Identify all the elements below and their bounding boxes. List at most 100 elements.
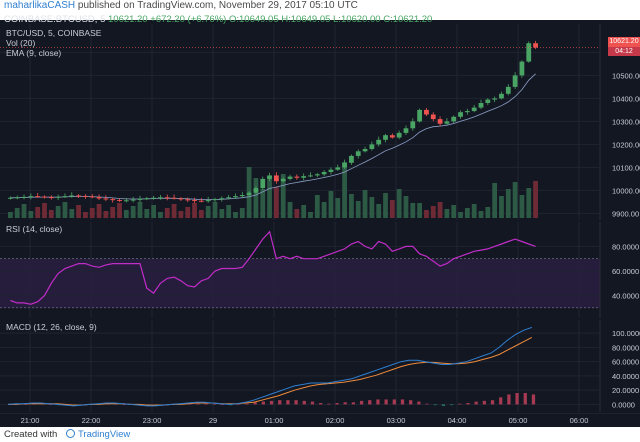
candle-body [103,198,109,200]
macd-panel[interactable]: MACD (12, 26, close, 9) 100.0000 80.0000 6… [0,320,640,412]
rsi-panel[interactable]: RSI (14, close) 80.0000 60.0000 40.0000 [0,222,640,318]
macd-histogram-bar [269,400,274,405]
time-tick-label: 21:00 [21,416,40,425]
author-link[interactable]: maharlikaCASH [4,0,76,11]
volume-bar [96,204,102,218]
candle-body [171,197,177,199]
volume-bar [171,204,177,218]
candle-body [260,178,266,189]
footer-bar: Created with TradingView [0,427,640,442]
volume-bar [519,195,525,218]
volume-bar [239,208,245,218]
macd-histogram-bar [237,404,241,405]
macd-histogram-bar [335,403,339,405]
macd-histogram-bar [409,400,413,405]
volume-bar [471,204,477,218]
price-tick-label: 9900.00 [612,209,639,218]
legend-ema[interactable]: EMA (9, close) [6,48,62,58]
candle-body [464,111,470,113]
volume-bar [355,201,361,218]
macd-legend[interactable]: MACD (12, 26, close, 9) [6,322,97,332]
volume-bar [369,197,375,218]
time-tick-label: 02:00 [326,416,345,425]
candle-body [226,197,232,199]
volume-bar [192,203,197,218]
macd-histogram-bar [425,403,429,405]
candle-body [48,197,54,199]
macd-histogram-bar [433,404,437,406]
volume-bar [130,206,136,218]
volume-bar [21,204,27,218]
price-chart[interactable]: 10600.0010500.0010400.0010300.0010200.00… [0,24,640,220]
candle-body [403,128,409,133]
candle-body [458,112,463,117]
macd-tick-label: 100.0000 [612,329,640,338]
symbol-headline: COINBASE:BTCUSD, 5 10621.20 +672.20 (+6.… [4,14,432,25]
rsi-band [0,258,600,308]
candle-body [164,197,170,199]
volume-bar [328,191,334,218]
volume-bar [492,183,498,218]
volume-bar [403,196,409,218]
volume-bar [396,189,402,218]
volume-bar [533,181,538,218]
candle-body [212,199,218,201]
macd-chart[interactable]: 100.0000 80.0000 60.0000 40.0000 20.0000 0.00… [0,320,640,412]
macd-histogram-bar [499,397,503,405]
time-axis[interactable]: 21:00 22:00 23:00 29 01:00 02:00 03:00 04:00 05:… [0,413,640,427]
ema-line [10,73,536,201]
candle-body [144,198,150,200]
candle-body [451,116,457,122]
candle-body [198,200,204,202]
candle-body [185,199,191,201]
macd-line [7,326,532,407]
candle-body [301,176,307,178]
candle-body [499,93,504,99]
macd-histogram-bar [245,403,249,405]
candle-body [110,199,116,201]
candle-body [485,99,491,103]
footer-brand[interactable]: TradingView [77,429,131,440]
macd-tick-label: 20.0000 [612,386,639,395]
candle-body [335,167,341,170]
macd-histogram-bar [319,403,323,405]
candle-body [355,151,361,156]
volume-bar [444,209,450,218]
macd-histogram-bar [48,404,53,405]
volume-bar [48,210,54,218]
current-price-badge: 10621.20 [608,37,640,47]
price-tick-label: 10400.00 [612,94,640,103]
macd-histogram-bar [466,403,470,405]
volume-bar [274,187,279,218]
volume-bar [28,211,34,218]
macd-histogram-bar [458,403,462,405]
macd-histogram-bar [482,400,486,405]
legend-volume[interactable]: Vol (20) [6,38,36,48]
candle-body [478,103,484,108]
tradingview-logo-icon [65,429,75,438]
volume-bar [464,208,470,218]
candle-body [192,200,197,202]
macd-histogram-bar [490,400,495,405]
macd-histogram-bar [523,393,527,405]
rsi-line [10,230,536,305]
last-price: 10621.20 [108,14,148,25]
macd-histogram-bar [188,403,192,405]
rsi-legend[interactable]: RSI (14, close) [6,224,63,234]
candle-body [117,200,122,202]
candle-body [28,196,34,198]
volume-bar [287,202,293,218]
candle-body [512,75,518,87]
volume-bar [267,176,272,218]
candle-body [123,200,129,202]
candle-body [233,196,238,198]
legend-symbol[interactable]: BTC/USD, 5, COINBASE [6,28,102,38]
price-panel[interactable]: BTC/USD, 5, COINBASE Vol (20) EMA (9, cl… [0,24,640,220]
price-tick-label: 10200.00 [612,140,640,149]
volume-bar [226,205,232,218]
volume-bar [308,212,313,218]
volume-bar [478,211,484,218]
macd-histogram-bar [351,402,356,405]
rsi-chart[interactable]: 80.0000 60.0000 40.0000 [0,222,640,318]
candle-body [362,149,368,152]
